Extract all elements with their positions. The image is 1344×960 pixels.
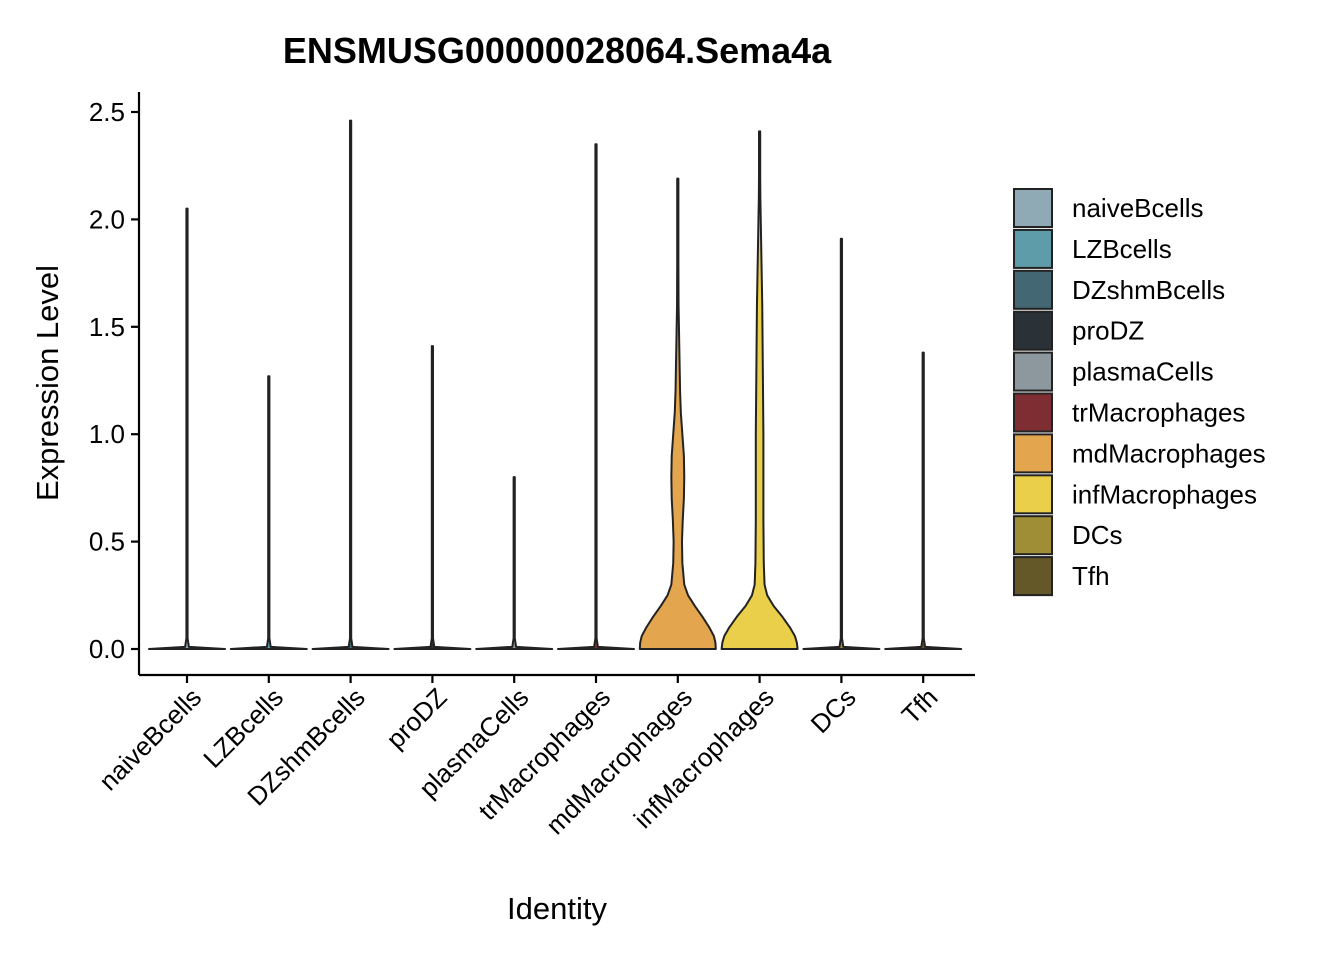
legend-key-plasmaCells bbox=[1013, 351, 1053, 392]
legend-label-naiveBcells: naiveBcells bbox=[1072, 193, 1204, 223]
legend-label-Tfh: Tfh bbox=[1072, 561, 1110, 591]
legend-label-DCs: DCs bbox=[1072, 520, 1123, 550]
violins-group bbox=[148, 119, 963, 650]
violin-infMacrophages bbox=[720, 130, 799, 650]
violin-LZBcells bbox=[229, 375, 308, 650]
x-tick-label-proDZ: proDZ bbox=[380, 682, 452, 754]
legend-label-plasmaCells: plasmaCells bbox=[1072, 357, 1214, 387]
legend-key-trMacrophages bbox=[1013, 392, 1053, 433]
y-tick-label: 1.0 bbox=[89, 419, 125, 449]
y-tick-label: 2.0 bbox=[89, 204, 125, 234]
legend-label-proDZ: proDZ bbox=[1072, 316, 1144, 346]
y-tick-label: 2.5 bbox=[89, 97, 125, 127]
legend: naiveBcells LZBcells DZshmBcells proDZ plasm… bbox=[1013, 188, 1266, 597]
violin-plasmaCells bbox=[475, 476, 554, 650]
legend-key-DCs bbox=[1013, 515, 1053, 556]
legend-key-proDZ bbox=[1013, 310, 1053, 351]
violin-DZshmBcells bbox=[311, 119, 390, 650]
violin-naiveBcells bbox=[148, 207, 226, 650]
y-tick-label: 0.0 bbox=[89, 634, 125, 664]
legend-label-trMacrophages: trMacrophages bbox=[1072, 398, 1245, 428]
violin-proDZ bbox=[393, 345, 472, 650]
legend-label-LZBcells: LZBcells bbox=[1072, 234, 1172, 264]
legend-key-mdMacrophages bbox=[1013, 433, 1053, 474]
x-tick-label-DCs: DCs bbox=[805, 682, 862, 739]
y-axis-title: Expression Level bbox=[30, 265, 65, 501]
y-tick-label: 1.5 bbox=[89, 312, 125, 342]
legend-label-DZshmBcells: DZshmBcells bbox=[1072, 275, 1225, 305]
x-tick-label-mdMacrophages: mdMacrophages bbox=[540, 682, 698, 840]
legend-label-infMacrophages: infMacrophages bbox=[1072, 479, 1257, 509]
violin-mdMacrophages bbox=[638, 177, 717, 650]
y-tick-label: 0.5 bbox=[89, 527, 125, 557]
legend-key-infMacrophages bbox=[1013, 474, 1053, 515]
legend-key-LZBcells bbox=[1013, 228, 1053, 269]
violin-DCs bbox=[802, 237, 881, 650]
x-tick-label-Tfh: Tfh bbox=[896, 682, 944, 730]
x-axis-title: Identity bbox=[507, 891, 607, 926]
legend-label-mdMacrophages: mdMacrophages bbox=[1072, 438, 1266, 468]
violin-trMacrophages bbox=[557, 143, 635, 650]
violin-Tfh bbox=[884, 351, 963, 650]
legend-key-Tfh bbox=[1013, 556, 1053, 597]
legend-key-DZshmBcells bbox=[1013, 269, 1053, 310]
x-tick-label-infMacrophages: infMacrophages bbox=[628, 682, 780, 834]
legend-key-naiveBcells bbox=[1013, 188, 1053, 228]
y-axis: 0.0 0.5 1.0 1.5 2.0 2.5 bbox=[89, 92, 141, 675]
chart-title: ENSMUSG00000028064.Sema4a bbox=[283, 30, 832, 71]
x-tick-label-naiveBcells: naiveBcells bbox=[93, 682, 207, 796]
